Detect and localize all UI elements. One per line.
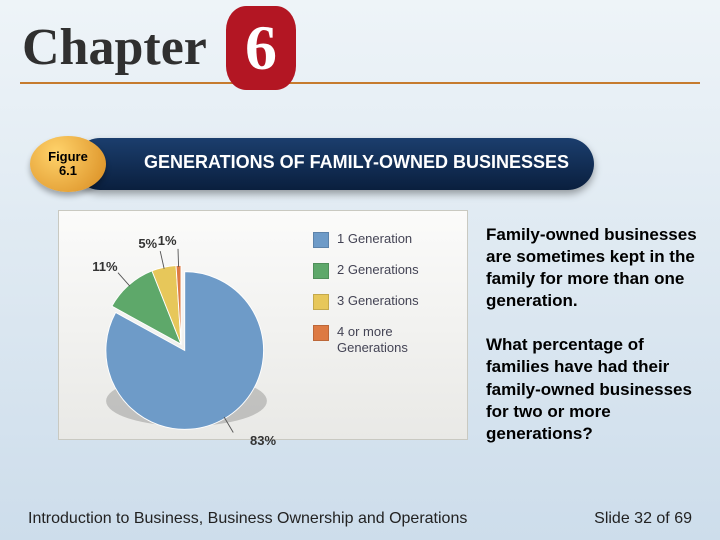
legend-label: 3 Generations xyxy=(337,293,419,309)
legend-swatch xyxy=(313,263,329,279)
pie-pct-label: 11% xyxy=(92,259,117,274)
chapter-number: 6 xyxy=(245,11,277,85)
legend-swatch xyxy=(313,325,329,341)
slide-header: Chapter 6 xyxy=(0,0,720,110)
legend-row: 2 Generations xyxy=(313,262,463,279)
figure-title-pill: GENERATIONS OF FAMILY-OWNED BUSINESSES xyxy=(74,138,594,190)
legend-row: 3 Generations xyxy=(313,293,463,310)
legend-label: 1 Generation xyxy=(337,231,412,247)
footer-left: Introduction to Business, Business Owner… xyxy=(28,510,467,528)
legend-swatch xyxy=(313,294,329,310)
legend-label: 2 Generations xyxy=(337,262,419,278)
figure-title-text: GENERATIONS OF FAMILY-OWNED BUSINESSES xyxy=(144,152,569,173)
slide-footer: Introduction to Business, Business Owner… xyxy=(0,510,720,528)
chapter-label: Chapter xyxy=(22,18,207,77)
figure-number-badge: Figure 6.1 xyxy=(30,136,106,192)
chart-legend: 1 Generation 2 Generations 3 Generations 4 … xyxy=(313,231,463,369)
pie-pct-label: 5% xyxy=(138,236,157,251)
chart-panel: 83%11%5%1% 1 Generation2 Generations3 Ge… xyxy=(58,210,468,440)
pie-pct-label: 1% xyxy=(158,233,177,248)
pie-pct-label: 83% xyxy=(250,433,276,448)
chapter-badge: 6 xyxy=(226,6,296,90)
figure-title-bar: GENERATIONS OF FAMILY-OWNED BUSINESSES F… xyxy=(30,138,590,190)
pie-chart: 83%11%5%1% xyxy=(71,235,291,425)
legend-swatch xyxy=(313,232,329,248)
slide-root: Chapter 6 GENERATIONS OF FAMILY-OWNED BU… xyxy=(0,0,720,540)
legend-row: 1 Generation xyxy=(313,231,463,248)
footer-right: Slide 32 of 69 xyxy=(594,510,692,528)
body-text: Family-owned businesses are sometimes ke… xyxy=(486,224,700,467)
figure-number-line2: 6.1 xyxy=(59,164,77,178)
body-paragraph-1: Family-owned businesses are sometimes ke… xyxy=(486,224,700,312)
header-underline xyxy=(20,82,700,84)
legend-label: 4 or more Generations xyxy=(337,324,463,355)
legend-row: 4 or more Generations xyxy=(313,324,463,355)
body-paragraph-2: What percentage of families have had the… xyxy=(486,334,700,444)
figure-number-line1: Figure xyxy=(48,150,88,164)
